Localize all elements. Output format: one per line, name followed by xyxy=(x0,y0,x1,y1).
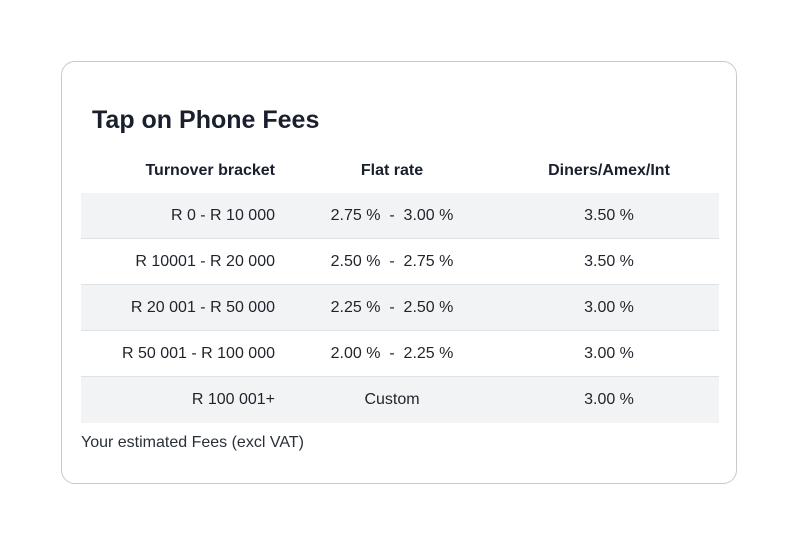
table-row: R 100 001+ Custom 3.00 % xyxy=(81,377,719,423)
table-row: R 0 - R 10 000 2.75 % - 3.00 % 3.50 % xyxy=(81,193,719,239)
turnover-cell: R 10001 - R 20 000 xyxy=(135,252,275,270)
estimated-fees-note: Your estimated Fees (excl VAT) xyxy=(81,434,304,451)
column-header-flat-rate: Flat rate xyxy=(360,161,424,179)
turnover-cell: R 100 001+ xyxy=(191,391,275,408)
diners-amex-cell: 3.50 % xyxy=(584,252,634,270)
diners-amex-cell: 3.00 % xyxy=(584,391,634,408)
table-row: R 20 001 - R 50 000 2.25 % - 2.50 % 3.00… xyxy=(81,285,719,331)
turnover-cell: R 50 001 - R 100 000 xyxy=(122,344,275,362)
column-header-turnover: Turnover bracket xyxy=(145,161,275,179)
fees-table: Turnover bracket Flat rate Diners/Amex/I… xyxy=(81,148,719,423)
flat-rate-cell: 2.00 % - 2.25 % xyxy=(330,344,454,362)
column-header-diners-amex: Diners/Amex/Int xyxy=(548,161,670,179)
flat-rate-cell: 2.50 % - 2.75 % xyxy=(330,252,454,270)
diners-amex-cell: 3.00 % xyxy=(584,344,634,362)
turnover-cell: R 20 001 - R 50 000 xyxy=(130,298,275,316)
flat-rate-cell: 2.75 % - 3.00 % xyxy=(330,206,454,224)
card-title: Tap on Phone Fees xyxy=(92,106,320,134)
turnover-cell: R 0 - R 10 000 xyxy=(170,206,275,224)
flat-rate-cell: 2.25 % - 2.50 % xyxy=(330,298,454,316)
diners-amex-cell: 3.00 % xyxy=(584,298,634,316)
diners-amex-cell: 3.50 % xyxy=(584,206,634,224)
fees-card: Tap on Phone Fees Turnover bracket Flat … xyxy=(61,61,737,484)
flat-rate-cell: Custom xyxy=(364,391,420,408)
table-header-row: Turnover bracket Flat rate Diners/Amex/I… xyxy=(81,148,719,193)
table-row: R 10001 - R 20 000 2.50 % - 2.75 % 3.50 … xyxy=(81,239,719,285)
table-row: R 50 001 - R 100 000 2.00 % - 2.25 % 3.0… xyxy=(81,331,719,377)
